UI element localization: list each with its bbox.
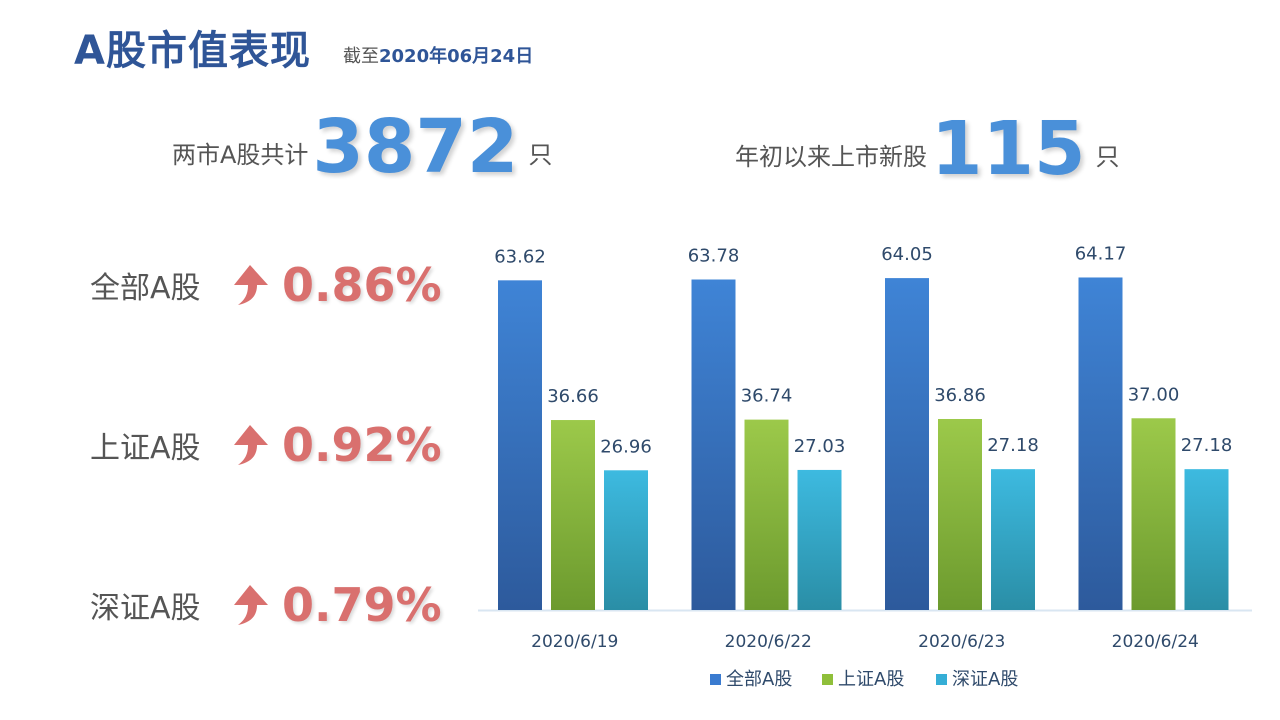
stat-unit: 只 [1095, 143, 1120, 171]
up-arrow-icon [234, 585, 268, 625]
legend-label: 深证A股 [952, 669, 1018, 690]
up-arrow-icon [234, 265, 268, 305]
change-label: 上证A股 [90, 431, 201, 466]
change-label: 全部A股 [90, 271, 201, 306]
stat-new-listings: 年初以来上市新股 115 只 [735, 112, 1119, 186]
change-row-sz: 深证A股 0.79% [90, 578, 442, 632]
data-label: 27.18 [1181, 435, 1233, 456]
legend-swatch [710, 674, 721, 685]
legend-label: 上证A股 [838, 669, 904, 690]
change-value: 0.79% [282, 578, 442, 632]
bar [1131, 418, 1176, 610]
x-tick-label: 2020/6/23 [918, 632, 1005, 652]
bar [744, 419, 789, 610]
data-label: 36.86 [934, 385, 986, 406]
bar [551, 420, 595, 610]
date-value: 2020年06月24日 [379, 46, 534, 67]
data-label: 37.00 [1128, 384, 1180, 405]
data-label: 63.78 [688, 246, 740, 267]
stat-label: 年初以来上市新股 [735, 143, 927, 171]
x-tick-label: 2020/6/19 [531, 632, 618, 652]
change-row-sh: 上证A股 0.92% [90, 418, 442, 472]
date-caption: 截至2020年06月24日 [343, 42, 533, 68]
data-label: 64.17 [1075, 243, 1127, 264]
bar [604, 470, 648, 610]
bar [938, 418, 982, 610]
data-label: 63.62 [494, 246, 546, 267]
bar [1184, 469, 1229, 610]
bar [885, 278, 929, 610]
legend-swatch [822, 674, 833, 685]
legend-swatch [936, 674, 947, 685]
stat-total-stocks: 两市A股共计 3872 只 [172, 110, 552, 184]
stat-label: 两市A股共计 [172, 141, 309, 169]
date-prefix: 截至 [343, 46, 379, 67]
data-label: 27.03 [794, 436, 846, 457]
bar [1078, 277, 1123, 610]
stat-unit: 只 [528, 141, 553, 169]
legend-label: 全部A股 [726, 669, 792, 690]
change-value: 0.92% [282, 418, 442, 472]
stat-value: 115 [931, 106, 1086, 192]
x-tick-label: 2020/6/24 [1112, 632, 1199, 652]
bar [991, 469, 1035, 610]
change-row-all: 全部A股 0.86% [90, 258, 442, 312]
data-label: 36.66 [547, 386, 599, 407]
page-title: A股市值表现 [74, 28, 311, 74]
change-value: 0.86% [282, 258, 442, 312]
bar [691, 279, 736, 610]
data-label: 26.96 [600, 436, 652, 457]
bar [498, 280, 542, 610]
x-tick-label: 2020/6/22 [725, 632, 812, 652]
data-label: 64.05 [881, 244, 933, 265]
data-label: 36.74 [741, 386, 793, 407]
up-arrow-icon [234, 425, 268, 465]
data-label: 27.18 [987, 435, 1039, 456]
bar [797, 469, 842, 610]
change-label: 深证A股 [90, 591, 201, 626]
stat-value: 3872 [312, 104, 519, 190]
